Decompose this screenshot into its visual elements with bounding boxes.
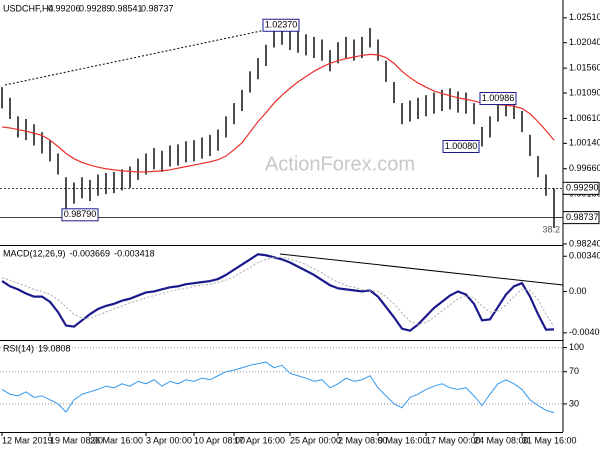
y-tick-label: 1.02040 xyxy=(569,37,600,47)
watermark: ActionForex.com xyxy=(265,153,415,175)
y-tick-label: 1.00610 xyxy=(569,113,600,123)
annotation-label: 1.02370 xyxy=(265,20,298,30)
y-tick-label: 100 xyxy=(569,342,584,352)
ohlc-value: 0.99206 xyxy=(48,3,81,13)
fib-label: 38.2 xyxy=(542,224,560,234)
annotation-box xyxy=(479,92,517,106)
x-tick-label: 24 May 08:00 xyxy=(474,435,529,445)
y-tick-label: 0.003407 xyxy=(569,251,600,261)
annotation-box xyxy=(61,208,99,222)
indicator-value: 19.0808 xyxy=(38,343,71,353)
x-tick-label: 12 Mar 2019 xyxy=(2,435,53,445)
price-label-box xyxy=(562,181,600,195)
x-tick-label: 19 Mar 08:00 xyxy=(50,435,103,445)
y-tick-label: 0.98240 xyxy=(569,238,600,248)
indicator-line xyxy=(1,253,555,332)
ohlc-value: 0.99289 xyxy=(79,3,112,13)
y-tick-label: -0.004006 xyxy=(569,327,600,337)
y-tick-label: 70 xyxy=(569,366,579,376)
y-tick-label: 1.00140 xyxy=(569,138,600,148)
price-label-box xyxy=(562,211,600,225)
x-tick-label: 10 Apr 08:00 xyxy=(194,435,245,445)
macd-trendline xyxy=(279,253,564,286)
y-tick-label: 1.01560 xyxy=(569,63,600,73)
price-trendline xyxy=(4,27,276,86)
annotation-label: 1.00080 xyxy=(445,141,478,151)
x-tick-label: 26 Mar 16:00 xyxy=(90,435,143,445)
x-tick-label: 2 May 08:00 xyxy=(338,435,388,445)
price-label: 0.98737 xyxy=(566,212,599,222)
annotation-box xyxy=(442,140,480,154)
annotation-box xyxy=(262,18,300,32)
price-label: 0.99290 xyxy=(566,183,599,193)
indicator-value: -0.003418 xyxy=(114,248,155,258)
x-tick-label: 17 May 00:00 xyxy=(426,435,481,445)
annotation-label: 0.98790 xyxy=(64,209,97,219)
y-tick-label: 1.02510 xyxy=(569,12,600,22)
y-tick-label: 0.99660 xyxy=(569,163,600,173)
y-tick-label: 1.01090 xyxy=(569,87,600,97)
indicator-label: MACD(12,26,9) xyxy=(3,248,66,258)
ohlc-value: 0.98737 xyxy=(141,3,174,13)
x-tick-label: 25 Apr 00:00 xyxy=(290,435,341,445)
y-tick-label: 30 xyxy=(569,398,579,408)
indicator-label: RSI(14) xyxy=(3,343,34,353)
indicator-line xyxy=(1,53,555,173)
x-tick-label: 31 May 16:00 xyxy=(522,435,577,445)
x-tick-label: 9 May 16:00 xyxy=(378,435,428,445)
y-tick-label: 0.00 xyxy=(569,286,587,296)
indicator-value: -0.003669 xyxy=(70,248,111,258)
ohlc-value: 0.98541 xyxy=(110,3,143,13)
x-tick-label: 17 Apr 16:00 xyxy=(234,435,285,445)
chart-title: USDCHF,H4 xyxy=(3,3,54,13)
x-tick-label: 3 Apr 00:00 xyxy=(146,435,192,445)
indicator-line xyxy=(1,361,555,414)
annotation-label: 1.00986 xyxy=(482,93,515,103)
